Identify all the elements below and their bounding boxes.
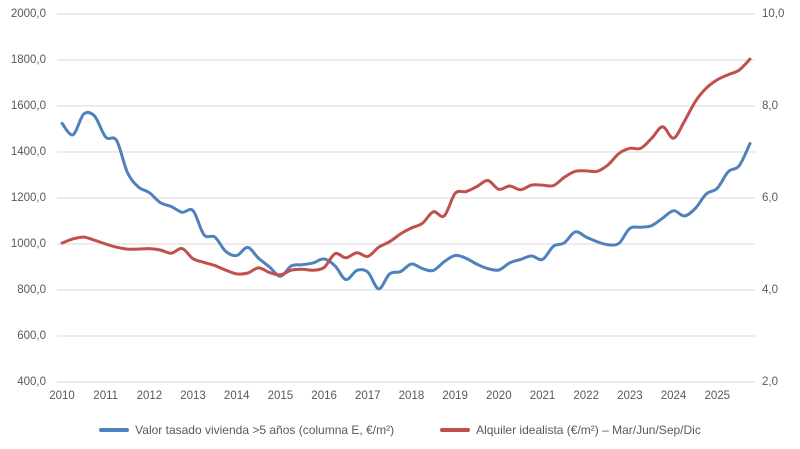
x-tick-label: 2020 — [486, 390, 512, 402]
series-line-1 — [60, 57, 752, 277]
x-tick-label: 2024 — [660, 390, 687, 402]
y-left-tick-label: 1600,0 — [10, 100, 46, 112]
x-tick-label: 2018 — [398, 390, 425, 402]
legend-item-alquiler: Alquiler idealista (€/m²) – Mar/Jun/Sep/… — [440, 423, 701, 437]
y-left-tick-label: 1000,0 — [10, 238, 46, 250]
legend-label-alquiler: Alquiler idealista (€/m²) – Mar/Jun/Sep/… — [476, 423, 701, 437]
x-tick-label: 2016 — [311, 390, 337, 402]
x-tick-label: 2011 — [93, 390, 119, 402]
y-right-tick-label: 4,0 — [762, 284, 778, 296]
y-left-tick-label: 1200,0 — [10, 192, 46, 204]
x-tick-label: 2012 — [136, 390, 163, 402]
x-tick-label: 2022 — [573, 390, 599, 402]
x-tick-label: 2013 — [180, 390, 206, 402]
y-left-tick-label: 2000,0 — [10, 8, 46, 20]
y-left-tick-label: 1400,0 — [10, 146, 46, 158]
legend-label-valor-tasado: Valor tasado vivienda >5 años (columna E… — [135, 423, 395, 437]
x-tick-label: 2025 — [704, 390, 731, 402]
x-tick-label: 2021 — [529, 390, 556, 402]
y-left-tick-label: 600,0 — [17, 330, 46, 342]
x-tick-label: 2017 — [354, 390, 381, 402]
series-line-0 — [60, 110, 752, 291]
legend-line-swatch-red — [440, 428, 471, 432]
y-left-tick-label: 800,0 — [17, 284, 46, 296]
legend-item-valor-tasado: Valor tasado vivienda >5 años (columna E… — [99, 423, 394, 437]
y-right-tick-label: 6,0 — [762, 192, 778, 204]
x-tick-label: 2019 — [442, 390, 468, 402]
y-right-tick-label: 2,0 — [762, 376, 778, 388]
x-tick-label: 2014 — [223, 390, 250, 402]
legend-line-swatch-blue — [99, 428, 130, 432]
x-tick-label: 2010 — [49, 390, 75, 402]
legend: Valor tasado vivienda >5 años (columna E… — [0, 421, 800, 439]
y-left-tick-label: 1800,0 — [10, 54, 46, 66]
x-tick-label: 2023 — [617, 390, 643, 402]
x-tick-label: 2015 — [267, 390, 294, 402]
y-right-tick-label: 10,0 — [762, 8, 785, 20]
y-right-tick-label: 8,0 — [762, 100, 778, 112]
y-left-tick-label: 400,0 — [17, 376, 46, 388]
